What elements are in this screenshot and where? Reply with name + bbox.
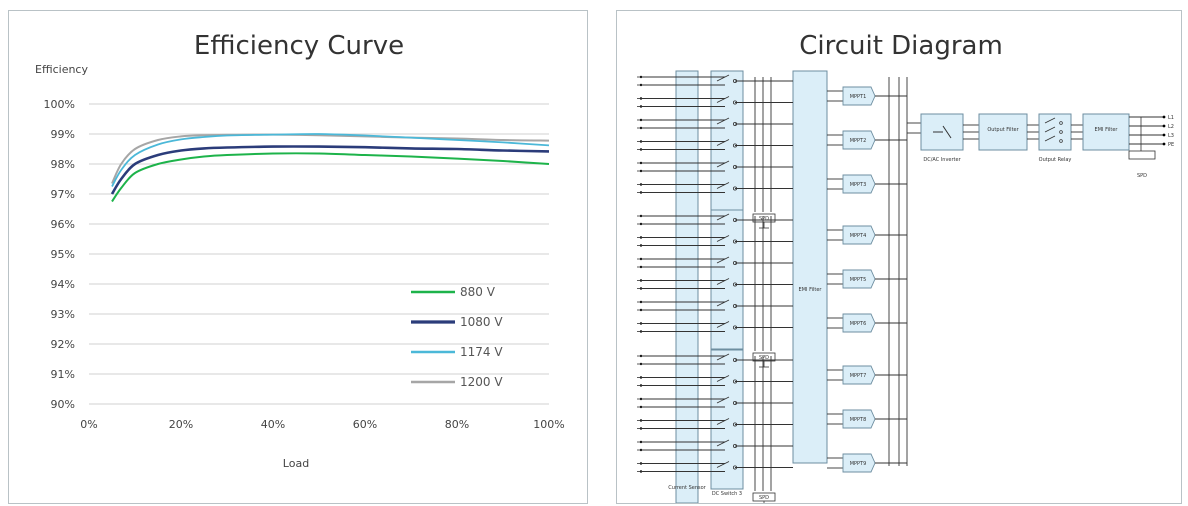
chart-series-lines bbox=[110, 133, 550, 203]
spd-label: SPD bbox=[759, 355, 769, 361]
y-tick-label: 94% bbox=[51, 278, 75, 291]
mppt-block bbox=[842, 313, 876, 333]
ac-output-label: L1 bbox=[1168, 115, 1174, 121]
spd-label: SPD bbox=[759, 495, 769, 501]
emi-filter-label: EMI Filter bbox=[799, 287, 823, 293]
mppt-label: MPPT5 bbox=[850, 277, 867, 283]
mppt-block bbox=[842, 269, 876, 289]
efficiency-chart: Efficiency Curve Efficiency Load 90%91%9… bbox=[35, 31, 565, 470]
mppt-label: MPPT4 bbox=[850, 233, 867, 239]
ac-output-terminal bbox=[1162, 124, 1166, 128]
legend-label: 880 V bbox=[460, 285, 496, 299]
mppt-block bbox=[842, 130, 876, 150]
circuit-diagram-body: EMI FilterSPDDC Switch 1MPPT1MPPT2MPPT3S… bbox=[637, 70, 1174, 503]
y-tick-label: 99% bbox=[51, 128, 75, 141]
x-tick-label: 40% bbox=[261, 418, 285, 431]
y-tick-label: 92% bbox=[51, 338, 75, 351]
x-tick-label: 80% bbox=[445, 418, 469, 431]
y-tick-label: 97% bbox=[51, 188, 75, 201]
diagram-title: Circuit Diagram bbox=[799, 31, 1003, 61]
emi-output-filter-label: EMI Filter bbox=[1095, 127, 1119, 133]
series-line-1080v bbox=[110, 145, 550, 195]
mppt-label: MPPT3 bbox=[850, 182, 867, 188]
ac-output-label: L2 bbox=[1168, 124, 1174, 130]
ac-output-terminal bbox=[1162, 133, 1166, 137]
spd-label: SPD bbox=[759, 216, 769, 222]
y-tick-label: 100% bbox=[44, 98, 75, 111]
output-spd-label: SPD bbox=[1137, 173, 1147, 179]
circuit-diagram: Circuit Diagram EMI FilterSPDDC Switch 1… bbox=[637, 31, 1174, 503]
emi-output-filter-block bbox=[1082, 113, 1130, 151]
y-axis-label: Efficiency bbox=[35, 63, 88, 76]
y-tick-label: 91% bbox=[51, 368, 75, 381]
ac-output-label: L3 bbox=[1168, 133, 1174, 139]
y-tick-label: 95% bbox=[51, 248, 75, 261]
series-line-1174v bbox=[111, 133, 550, 187]
x-tick-label: 0% bbox=[80, 418, 97, 431]
dc-input-group-3: SPD DC Switch 3 MPPT7 MPPT8 MPPT9 bbox=[637, 349, 907, 503]
dc-switch-label: DC Switch 3 bbox=[712, 491, 742, 497]
mppt-block bbox=[842, 86, 876, 106]
mppt-label: MPPT2 bbox=[850, 138, 867, 144]
mppt-label: MPPT8 bbox=[850, 417, 867, 423]
legend-label: 1200 V bbox=[460, 375, 503, 389]
chart-title: Efficiency Curve bbox=[194, 31, 404, 61]
mppt-block bbox=[842, 409, 876, 429]
output-relay-block bbox=[1038, 113, 1072, 151]
emi-filter-block bbox=[792, 70, 828, 464]
circuit-diagram-panel: Circuit Diagram EMI FilterSPDDC Switch 1… bbox=[616, 10, 1182, 504]
ac-output-terminal bbox=[1162, 142, 1166, 146]
current-sensor-label: Current Sensor bbox=[668, 485, 706, 491]
x-tick-label: 100% bbox=[533, 418, 564, 431]
legend-label: 1080 V bbox=[460, 315, 503, 329]
mppt-block bbox=[842, 225, 876, 245]
efficiency-chart-panel: Efficiency Curve Efficiency Load 90% 91% 9… bbox=[8, 10, 588, 504]
output-filter-label: Output Filter bbox=[987, 127, 1019, 133]
output-filter-block bbox=[978, 113, 1028, 151]
series-line-880v bbox=[111, 152, 550, 203]
mppt-label: MPPT7 bbox=[850, 373, 867, 379]
y-axis-ticks: 90% 91% 92% 93% 94% 95% 96% 97% 98% 99% 100% bbox=[44, 98, 75, 411]
x-axis-ticks: 0% 20% 40% 60% 80% 100% bbox=[80, 418, 564, 431]
mppt-block bbox=[842, 365, 876, 385]
y-tick-label: 93% bbox=[51, 308, 75, 321]
x-tick-label: 60% bbox=[353, 418, 377, 431]
x-tick-label: 20% bbox=[169, 418, 193, 431]
output-spd-block bbox=[1128, 150, 1156, 160]
ac-output-terminal bbox=[1162, 115, 1166, 119]
legend-label: 1174 V bbox=[460, 345, 503, 359]
mppt-block bbox=[842, 453, 876, 473]
current-sensor-block bbox=[675, 70, 699, 503]
output-relay-label: Output Relay bbox=[1039, 157, 1072, 163]
y-tick-label: 98% bbox=[51, 158, 75, 171]
y-tick-label: 90% bbox=[51, 398, 75, 411]
ac-output-label: PE bbox=[1168, 142, 1174, 148]
mppt-block bbox=[842, 174, 876, 194]
y-tick-label: 96% bbox=[51, 218, 75, 231]
chart-gridlines bbox=[89, 103, 549, 405]
mppt-label: MPPT1 bbox=[850, 94, 867, 100]
mppt-label: MPPT6 bbox=[850, 321, 867, 327]
x-axis-label: Load bbox=[283, 457, 309, 470]
mppt-label: MPPT9 bbox=[850, 461, 867, 467]
inverter-label: DC/AC Inverter bbox=[923, 157, 961, 163]
chart-legend: 880 V 1080 V 1174 V 1200 V bbox=[411, 285, 503, 389]
